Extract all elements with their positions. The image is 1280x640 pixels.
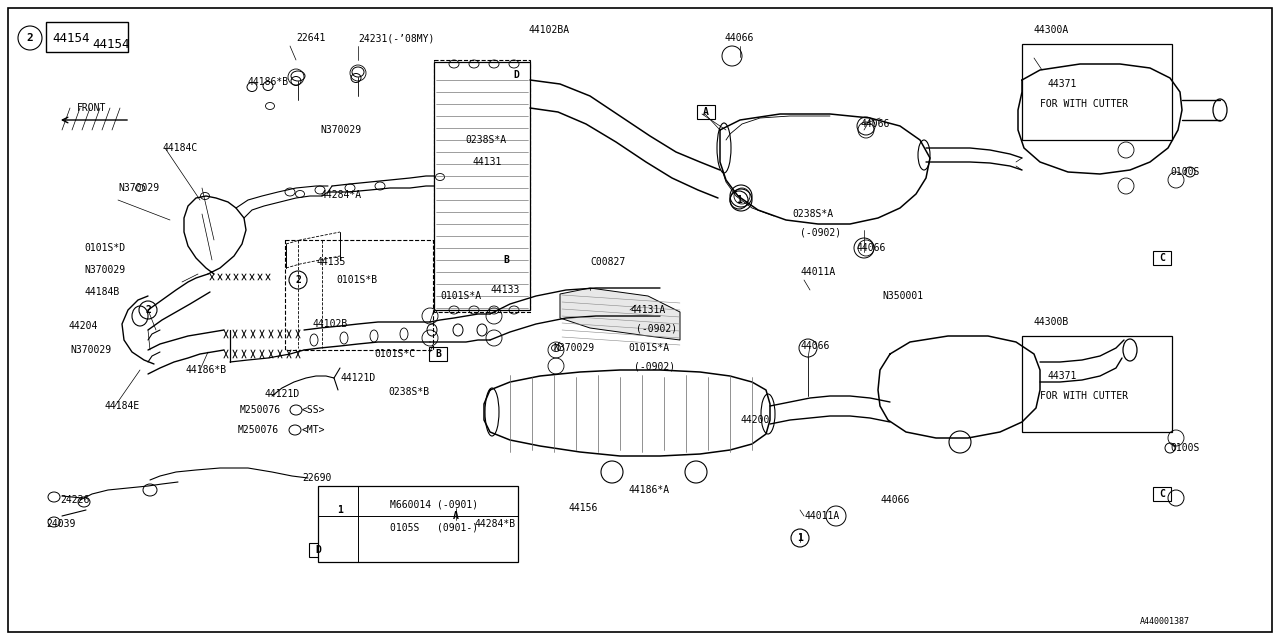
Text: 44156: 44156 [568, 503, 598, 513]
Text: 0101S*D: 0101S*D [84, 243, 125, 253]
Text: M250076: M250076 [238, 425, 279, 435]
Text: FRONT: FRONT [77, 103, 106, 113]
Text: 0101S*A: 0101S*A [628, 343, 669, 353]
Text: 44066: 44066 [860, 119, 890, 129]
Text: 44011A: 44011A [800, 267, 836, 277]
Text: 0238S*A: 0238S*A [792, 209, 833, 219]
Text: <MT>: <MT> [302, 425, 325, 435]
Bar [1153, 251, 1171, 265]
Text: 44154: 44154 [92, 38, 129, 51]
Bar [1153, 487, 1171, 501]
Text: N370029: N370029 [84, 265, 125, 275]
Text: 0100S: 0100S [1170, 443, 1199, 453]
Text: B: B [503, 255, 509, 265]
Text: N370029: N370029 [553, 343, 594, 353]
Text: A: A [703, 107, 709, 117]
Text: 44186*A: 44186*A [628, 485, 669, 495]
Text: 44135: 44135 [316, 257, 346, 267]
Text: 44121D: 44121D [340, 373, 375, 383]
Text: 0238S*B: 0238S*B [388, 387, 429, 397]
Text: 22690: 22690 [302, 473, 332, 483]
Text: N370029: N370029 [70, 345, 111, 355]
Text: D: D [513, 70, 518, 80]
Text: 2: 2 [145, 305, 151, 315]
Text: 2: 2 [296, 275, 301, 285]
Text: FOR WITH CUTTER: FOR WITH CUTTER [1039, 391, 1128, 401]
Text: 44184E: 44184E [104, 401, 140, 411]
Text: B: B [435, 349, 440, 359]
Text: A: A [453, 511, 460, 521]
Text: 44066: 44066 [856, 243, 886, 253]
Text: 22641: 22641 [296, 33, 325, 43]
Polygon shape [561, 288, 680, 340]
Text: 44066: 44066 [881, 495, 909, 505]
Text: 44371: 44371 [1048, 79, 1078, 89]
Text: 0101S*A: 0101S*A [440, 291, 481, 301]
Text: 44131A: 44131A [630, 305, 666, 315]
Bar [46, 22, 128, 52]
Text: (-0902): (-0902) [800, 227, 841, 237]
Text: C: C [1160, 489, 1165, 499]
Text: 44371: 44371 [1048, 371, 1078, 381]
Bar [429, 347, 447, 361]
Text: 2: 2 [27, 33, 33, 43]
Bar [285, 240, 433, 350]
Bar [1021, 44, 1172, 140]
Text: D: D [315, 545, 321, 555]
Bar [1021, 336, 1172, 432]
Text: 1: 1 [337, 505, 343, 515]
Text: FOR WITH CUTTER: FOR WITH CUTTER [1039, 99, 1128, 109]
Text: 44121D: 44121D [264, 389, 300, 399]
Text: 0101S*B: 0101S*B [337, 275, 378, 285]
Text: 44184B: 44184B [84, 287, 119, 297]
Text: N350001: N350001 [882, 291, 923, 301]
Text: 44102B: 44102B [312, 319, 347, 329]
Text: (-0902): (-0902) [634, 361, 675, 371]
Text: <SS>: <SS> [302, 405, 325, 415]
Text: 44184C: 44184C [163, 143, 197, 153]
Text: 24039: 24039 [46, 519, 76, 529]
Text: 44284*A: 44284*A [320, 190, 361, 200]
Text: N370029: N370029 [118, 183, 159, 193]
Text: 0238S*A: 0238S*A [465, 135, 506, 145]
Bar [698, 105, 716, 119]
Bar [308, 543, 326, 557]
Text: 44133: 44133 [490, 285, 520, 295]
Text: 1: 1 [797, 533, 803, 543]
Text: 44066: 44066 [800, 341, 829, 351]
Text: M250076: M250076 [241, 405, 282, 415]
Bar [434, 62, 530, 310]
Text: 0101S*C: 0101S*C [374, 349, 415, 359]
Text: C00827: C00827 [590, 257, 625, 267]
Text: M660014 (-0901): M660014 (-0901) [390, 499, 479, 509]
Text: A440001387: A440001387 [1140, 618, 1190, 627]
Text: 44186*B: 44186*B [186, 365, 227, 375]
Text: 0105S   (0901-): 0105S (0901-) [390, 523, 479, 533]
Text: N370029: N370029 [320, 125, 361, 135]
Bar [434, 60, 530, 312]
Text: 1: 1 [736, 195, 742, 205]
Text: C: C [1160, 253, 1165, 263]
Text: 24231(-’08MY): 24231(-’08MY) [358, 33, 434, 43]
Text: 44066: 44066 [724, 33, 754, 43]
Text: 44200: 44200 [740, 415, 769, 425]
Text: 44300A: 44300A [1034, 25, 1069, 35]
Text: 44300B: 44300B [1034, 317, 1069, 327]
Text: 0100S: 0100S [1170, 167, 1199, 177]
Text: 24226: 24226 [60, 495, 90, 505]
Text: 44102BA: 44102BA [529, 25, 570, 35]
Text: 44011A: 44011A [804, 511, 840, 521]
Text: (-0902): (-0902) [636, 323, 677, 333]
Bar [507, 68, 525, 82]
Text: 44186*B: 44186*B [247, 77, 288, 87]
Bar [447, 509, 465, 523]
Text: 44284*B: 44284*B [474, 519, 515, 529]
Bar [317, 486, 518, 562]
Text: 44154: 44154 [52, 31, 90, 45]
Text: 44131: 44131 [472, 157, 502, 167]
Bar [497, 253, 515, 267]
Text: 44204: 44204 [68, 321, 97, 331]
